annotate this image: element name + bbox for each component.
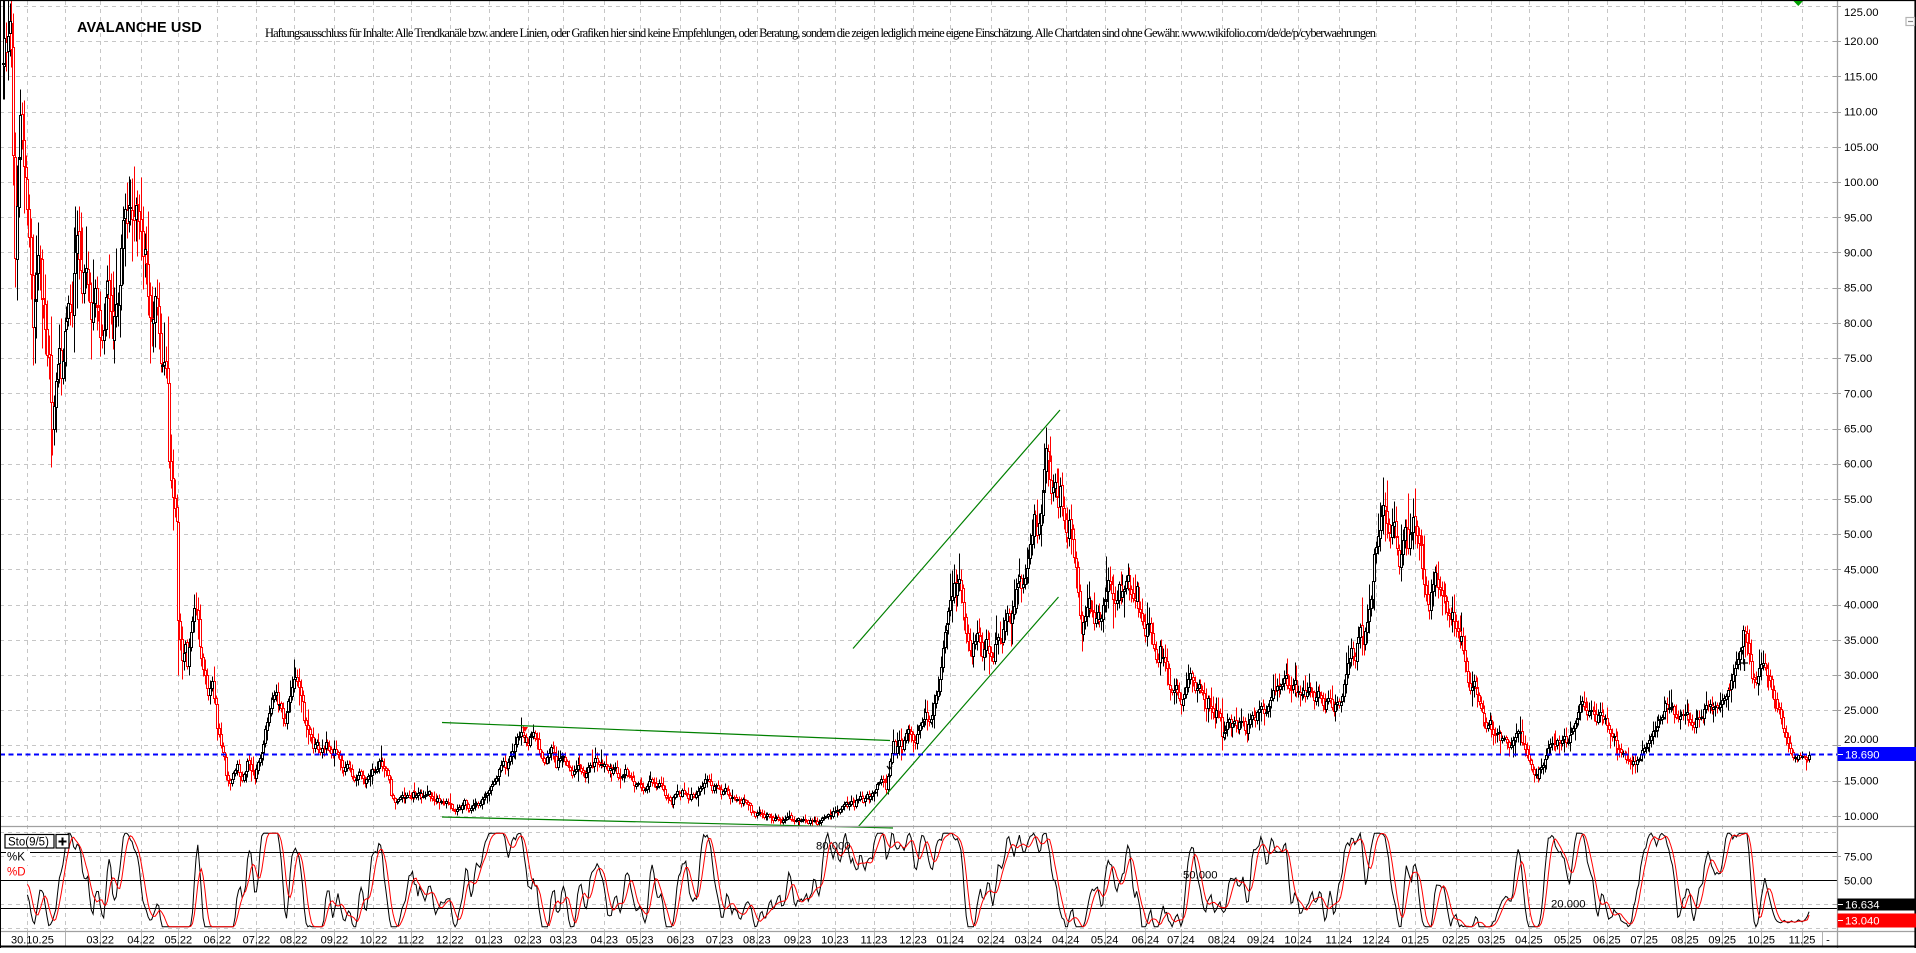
svg-text:55.00: 55.00: [1844, 494, 1872, 506]
svg-text:10.23: 10.23: [821, 935, 849, 947]
svg-text:01.23: 01.23: [475, 935, 503, 947]
svg-text:15.000: 15.000: [1844, 776, 1879, 788]
svg-text:60.00: 60.00: [1844, 459, 1872, 471]
svg-text:05.24: 05.24: [1091, 935, 1119, 947]
svg-text:10.24: 10.24: [1284, 935, 1312, 947]
svg-text:115.00: 115.00: [1844, 71, 1878, 83]
svg-text:07.22: 07.22: [243, 935, 271, 947]
svg-text:35.000: 35.000: [1844, 635, 1879, 647]
svg-text:07.23: 07.23: [706, 935, 734, 947]
svg-text:16.634: 16.634: [1845, 900, 1880, 912]
svg-text:12.22: 12.22: [436, 935, 464, 947]
svg-text:06.23: 06.23: [667, 935, 695, 947]
svg-text:08.24: 08.24: [1208, 935, 1236, 947]
svg-text:18.690: 18.690: [1845, 750, 1880, 762]
svg-text:02.24: 02.24: [977, 935, 1005, 947]
svg-text:10.22: 10.22: [360, 935, 388, 947]
svg-text:70.00: 70.00: [1844, 388, 1872, 400]
svg-text:08.22: 08.22: [280, 935, 308, 947]
svg-text:65.00: 65.00: [1844, 424, 1872, 436]
svg-text:04.25: 04.25: [1515, 935, 1543, 947]
svg-text:11.22: 11.22: [397, 935, 424, 947]
svg-text:125.00: 125.00: [1844, 7, 1879, 19]
svg-text:13.040: 13.040: [1845, 916, 1880, 928]
svg-text:09.23: 09.23: [784, 935, 812, 947]
svg-text:25.000: 25.000: [1844, 705, 1879, 717]
svg-text:03.22: 03.22: [86, 935, 114, 947]
svg-text:120.00: 120.00: [1844, 36, 1879, 48]
svg-text:30.10.25: 30.10.25: [11, 935, 54, 947]
svg-text:05.22: 05.22: [165, 935, 193, 947]
svg-text:09.22: 09.22: [321, 935, 349, 947]
svg-text:11.25: 11.25: [1789, 935, 1816, 947]
svg-text:06.25: 06.25: [1593, 935, 1621, 947]
svg-text:30.000: 30.000: [1844, 670, 1879, 682]
svg-text:20.000: 20.000: [1844, 734, 1879, 746]
svg-text:03.24: 03.24: [1015, 935, 1043, 947]
svg-text:Haftungsausschluss für Inhalte: Haftungsausschluss für Inhalte: Alle Tre…: [265, 26, 1377, 40]
svg-text:50.00: 50.00: [1844, 876, 1872, 888]
svg-text:85.00: 85.00: [1844, 283, 1872, 295]
svg-text:08.25: 08.25: [1671, 935, 1699, 947]
svg-text:75.00: 75.00: [1844, 852, 1872, 864]
svg-text:10.25: 10.25: [1747, 935, 1775, 947]
svg-text:06.22: 06.22: [204, 935, 232, 947]
svg-text:06.24: 06.24: [1132, 935, 1160, 947]
svg-text:45.000: 45.000: [1844, 564, 1879, 576]
svg-text:01.25: 01.25: [1401, 935, 1429, 947]
svg-text:50.00: 50.00: [1844, 529, 1872, 541]
svg-text:40.000: 40.000: [1844, 600, 1879, 612]
svg-text:07.24: 07.24: [1167, 935, 1195, 947]
svg-text:04.23: 04.23: [590, 935, 618, 947]
svg-text:%K: %K: [7, 852, 25, 864]
svg-text:90.00: 90.00: [1844, 248, 1872, 260]
svg-text:12.24: 12.24: [1362, 935, 1390, 947]
svg-text:09.24: 09.24: [1247, 935, 1275, 947]
svg-text:110.00: 110.00: [1844, 107, 1878, 119]
svg-text:02.25: 02.25: [1442, 935, 1470, 947]
svg-text:AVALANCHE USD: AVALANCHE USD: [77, 20, 202, 36]
svg-text:09.25: 09.25: [1708, 935, 1736, 947]
svg-text:75.00: 75.00: [1844, 353, 1872, 365]
svg-text:%D: %D: [7, 867, 26, 879]
svg-text:08.23: 08.23: [743, 935, 771, 947]
svg-text:80.00: 80.00: [1844, 318, 1872, 330]
svg-text:50.000: 50.000: [1183, 870, 1218, 882]
svg-text:07.25: 07.25: [1630, 935, 1658, 947]
svg-text:20.000: 20.000: [1551, 899, 1586, 911]
svg-text:95.00: 95.00: [1844, 212, 1872, 224]
svg-text:10.000: 10.000: [1844, 811, 1879, 823]
svg-text:-: -: [1826, 935, 1830, 947]
svg-text:01.24: 01.24: [936, 935, 964, 947]
svg-text:1: 1: [523, 735, 528, 745]
svg-text:02.23: 02.23: [514, 935, 542, 947]
svg-text:03.25: 03.25: [1478, 935, 1506, 947]
svg-text:04.24: 04.24: [1052, 935, 1080, 947]
svg-text:11.24: 11.24: [1326, 935, 1353, 947]
svg-text:12.23: 12.23: [899, 935, 927, 947]
svg-text:105.00: 105.00: [1844, 142, 1879, 154]
svg-text:05.23: 05.23: [626, 935, 654, 947]
svg-text:03.23: 03.23: [550, 935, 578, 947]
svg-text:Sto(9/5): Sto(9/5): [8, 837, 49, 849]
svg-text:80.000: 80.000: [816, 841, 851, 853]
svg-text:100.00: 100.00: [1844, 177, 1879, 189]
svg-text:05.25: 05.25: [1554, 935, 1582, 947]
svg-text:04.22: 04.22: [127, 935, 155, 947]
svg-text:11.23: 11.23: [861, 935, 888, 947]
